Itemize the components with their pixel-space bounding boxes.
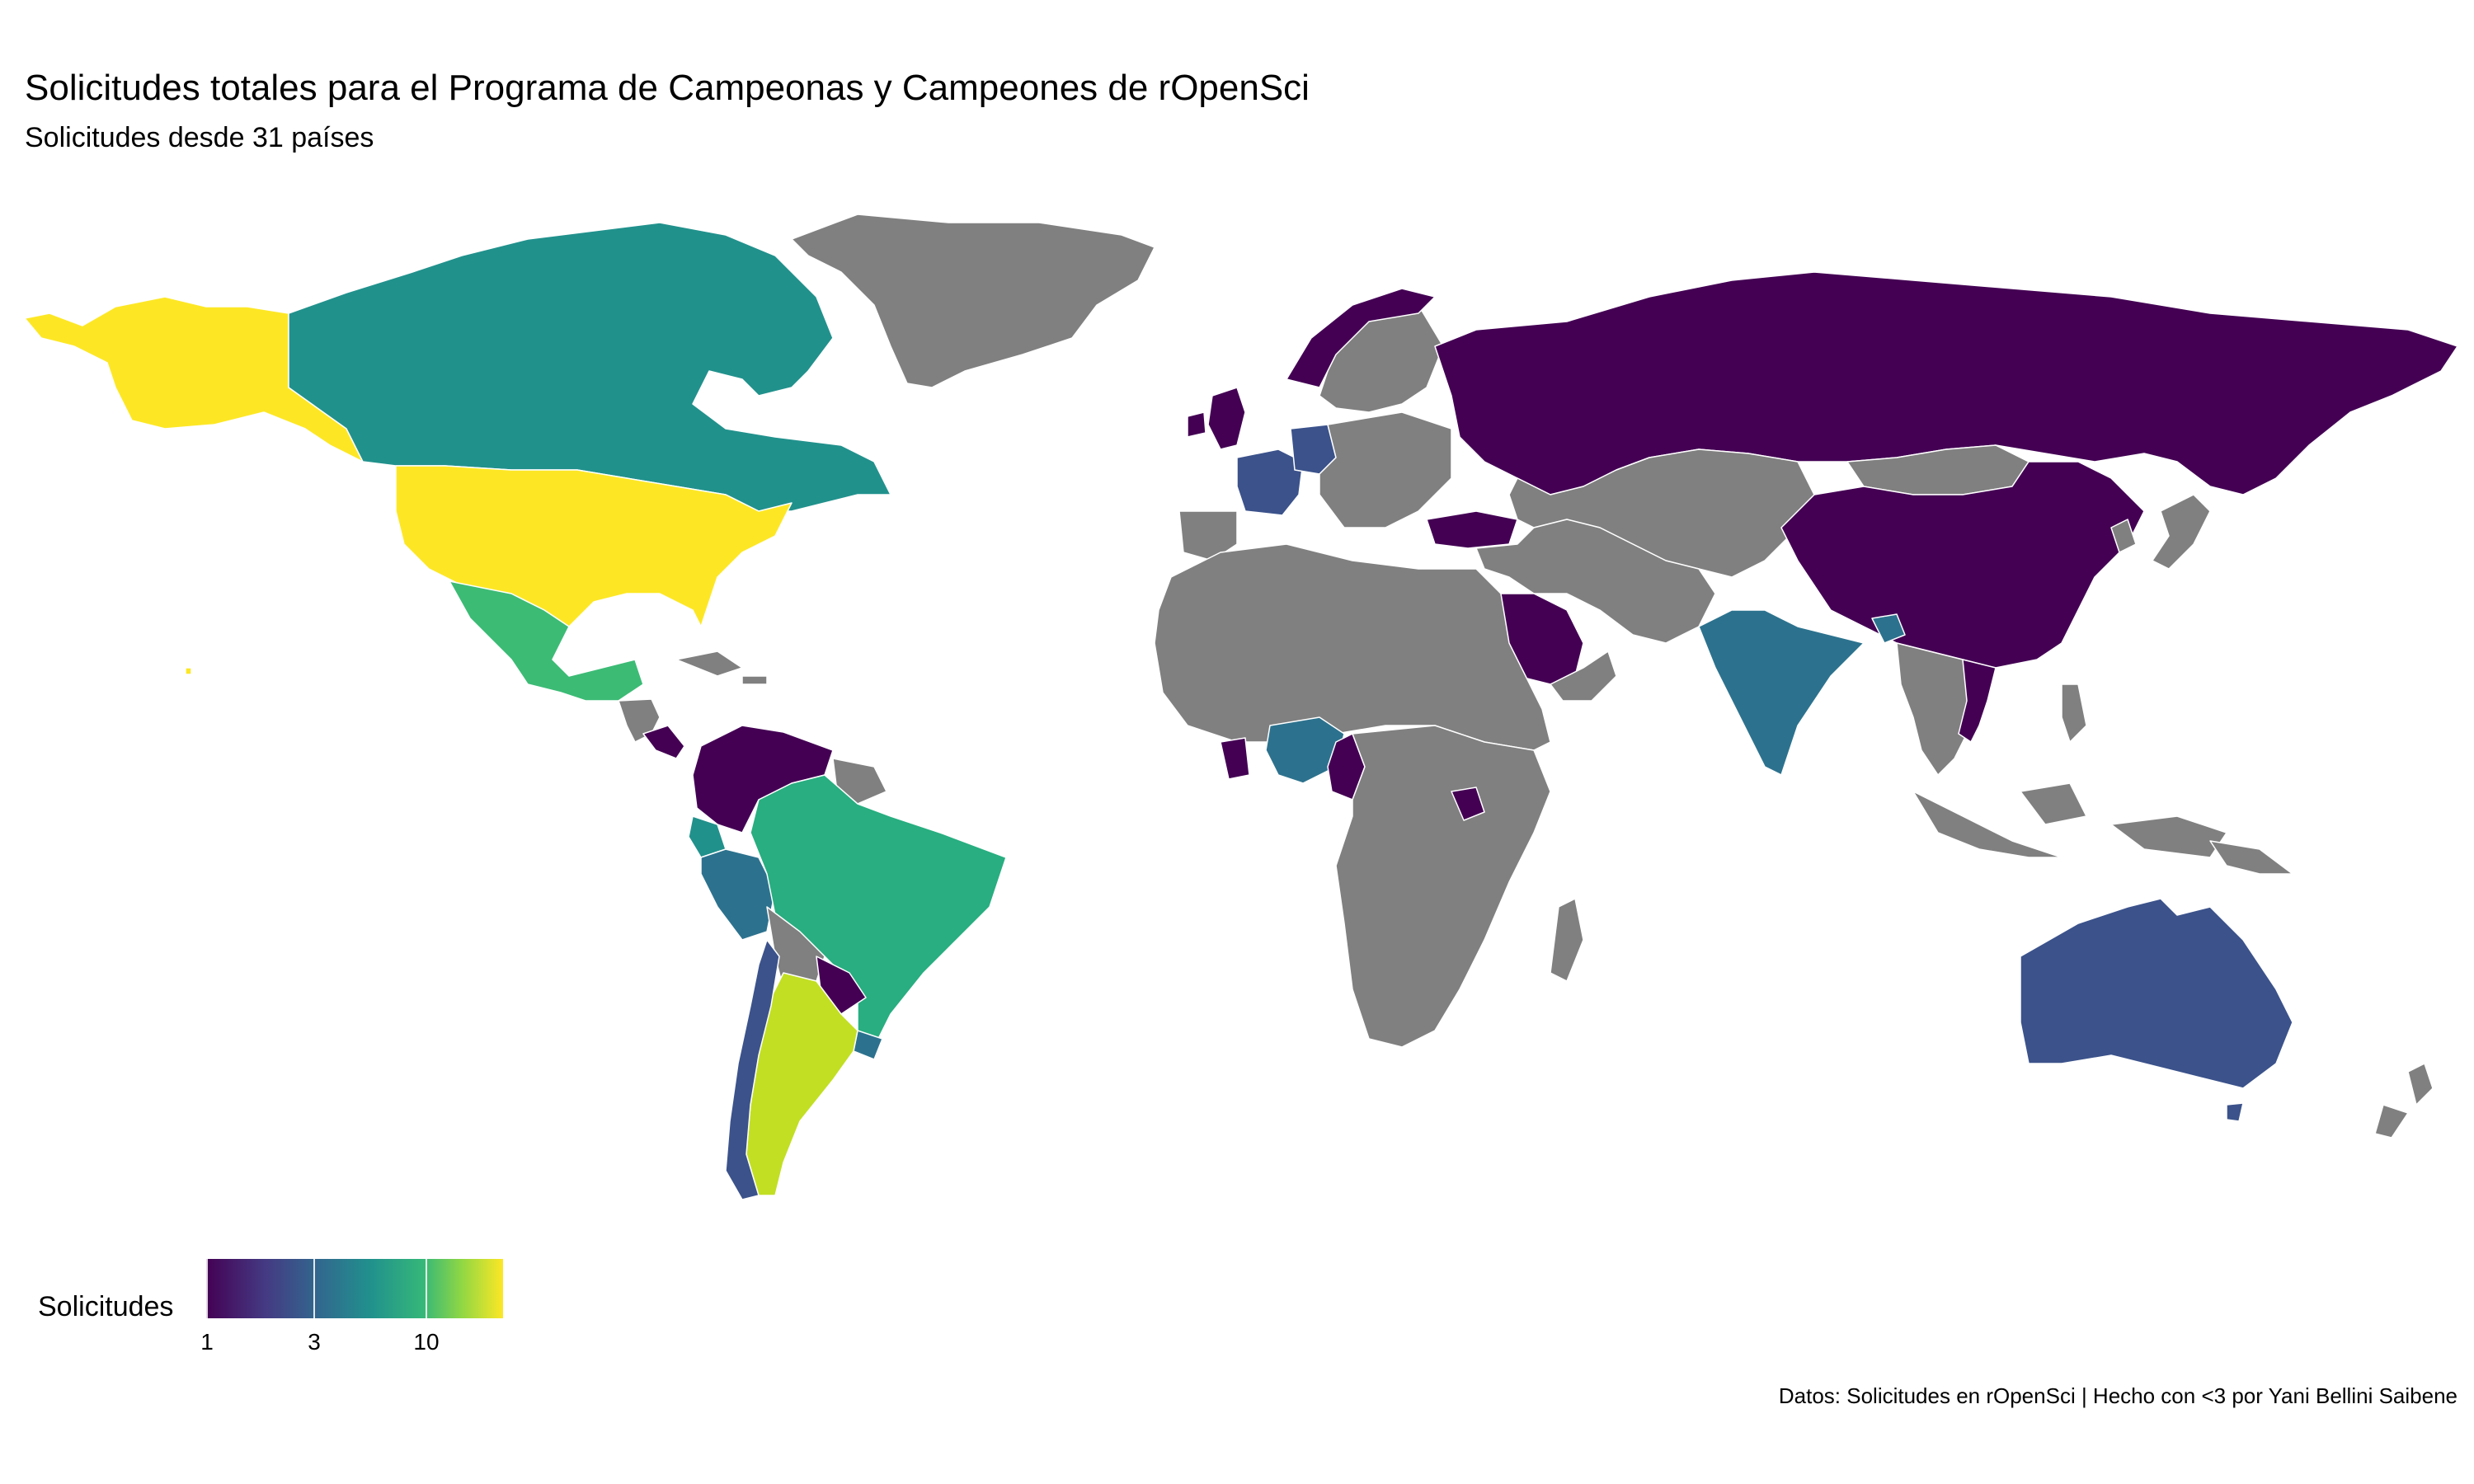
country-vietnam[interactable] bbox=[1958, 659, 1997, 743]
country-yemen-oman[interactable] bbox=[1550, 650, 1617, 702]
legend-title: Solicitudes bbox=[38, 1291, 174, 1322]
legend-label-1: 1 bbox=[200, 1329, 214, 1355]
country-uganda[interactable] bbox=[1451, 787, 1485, 821]
country-madagascar[interactable] bbox=[1550, 898, 1584, 982]
country-central-africa[interactable] bbox=[1335, 725, 1551, 1048]
country-canada[interactable] bbox=[288, 222, 891, 512]
country-tasmania[interactable] bbox=[2226, 1102, 2244, 1122]
country-peru[interactable] bbox=[700, 848, 776, 941]
legend-color-bar bbox=[206, 1259, 503, 1318]
map-subtitle: Solicitudes desde 31 países bbox=[25, 122, 374, 153]
country-southeast-asia[interactable] bbox=[1896, 642, 1980, 776]
country-costa-rica[interactable] bbox=[642, 725, 685, 759]
country-caribbean[interactable] bbox=[675, 650, 768, 685]
country-new-zealand[interactable] bbox=[2374, 1063, 2434, 1139]
country-ireland[interactable] bbox=[1187, 411, 1206, 438]
country-uk[interactable] bbox=[1207, 387, 1246, 450]
country-china[interactable] bbox=[1780, 461, 2145, 669]
country-chile[interactable] bbox=[725, 939, 780, 1200]
source-caption: Datos: Solicitudes en rOpenSci | Hecho c… bbox=[1778, 1383, 2458, 1408]
country-central-europe[interactable] bbox=[1319, 411, 1452, 528]
country-turkey[interactable] bbox=[1426, 510, 1518, 549]
legend-tick-10 bbox=[426, 1259, 427, 1318]
country-france[interactable] bbox=[1236, 448, 1304, 516]
country-west-africa-ghana[interactable] bbox=[1220, 737, 1250, 780]
country-australia[interactable] bbox=[2020, 898, 2293, 1089]
country-indonesia[interactable] bbox=[1912, 782, 2227, 858]
country-nigeria[interactable] bbox=[1265, 716, 1345, 784]
country-paraguay[interactable] bbox=[816, 956, 867, 1015]
country-middle-east[interactable] bbox=[1475, 519, 1716, 644]
country-korea-japan[interactable] bbox=[2110, 494, 2211, 570]
legend-label-10: 10 bbox=[413, 1329, 440, 1355]
country-bangladesh[interactable] bbox=[1871, 613, 1906, 644]
country-mexico[interactable] bbox=[449, 580, 644, 702]
legend-tick-3 bbox=[313, 1259, 315, 1318]
country-greenland[interactable] bbox=[791, 214, 1155, 388]
country-hawaii[interactable] bbox=[185, 667, 192, 675]
legend-tick-1 bbox=[206, 1259, 208, 1318]
legend-label-3: 3 bbox=[308, 1329, 321, 1355]
country-north-africa[interactable] bbox=[1154, 543, 1551, 751]
map-title: Solicitudes totales para el Programa de … bbox=[25, 68, 1310, 108]
country-india[interactable] bbox=[1698, 609, 1865, 776]
country-norway-north[interactable] bbox=[1286, 288, 1436, 388]
country-philippines[interactable] bbox=[2061, 683, 2087, 743]
country-papua[interactable] bbox=[2209, 840, 2293, 875]
